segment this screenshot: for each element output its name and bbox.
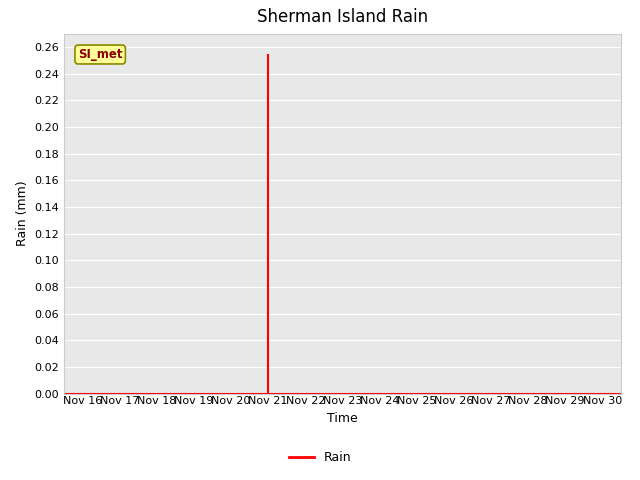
Title: Sherman Island Rain: Sherman Island Rain — [257, 9, 428, 26]
Text: SI_met: SI_met — [78, 48, 122, 61]
Y-axis label: Rain (mm): Rain (mm) — [16, 181, 29, 246]
X-axis label: Time: Time — [327, 412, 358, 425]
Legend: Rain: Rain — [284, 446, 356, 469]
